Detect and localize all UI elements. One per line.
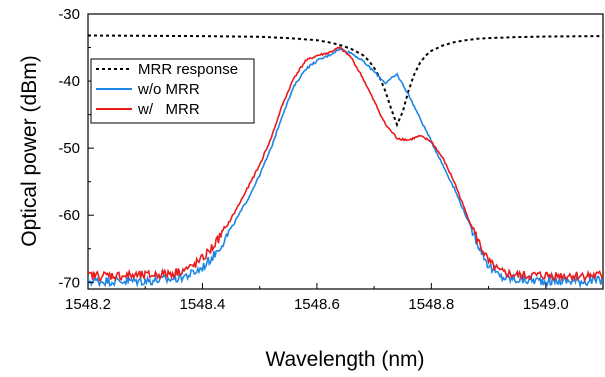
series-line-w-mrr — [88, 46, 603, 283]
y-tick-label: -70 — [58, 274, 80, 291]
y-axis-title: Optical power (dBm) — [18, 55, 41, 246]
legend-label-w-mrr: w/ MRR — [137, 101, 200, 118]
y-tick-label: -30 — [58, 6, 80, 23]
x-tick-label: 1548.6 — [294, 296, 340, 313]
y-tick-label: -40 — [58, 73, 80, 90]
legend-box — [90, 58, 255, 124]
x-tick-label: 1549.0 — [523, 296, 569, 313]
series-line-mrr-response — [88, 34, 603, 128]
y-tick-label: -60 — [58, 207, 80, 224]
x-tick-label: 1548.4 — [179, 296, 225, 313]
y-tick-label: -50 — [58, 140, 80, 157]
x-tick-label: 1548.8 — [408, 296, 454, 313]
x-tick-label: 1548.2 — [65, 296, 111, 313]
legend-label-mrr-response: MRR response — [138, 61, 238, 78]
plot-area-frame — [87, 13, 604, 290]
legend: MRR response w/o MRR w/ MRR — [90, 58, 255, 124]
legend-label-wo-mrr: w/o MRR — [137, 81, 200, 98]
x-axis-title: Wavelength (nm) — [265, 348, 424, 371]
